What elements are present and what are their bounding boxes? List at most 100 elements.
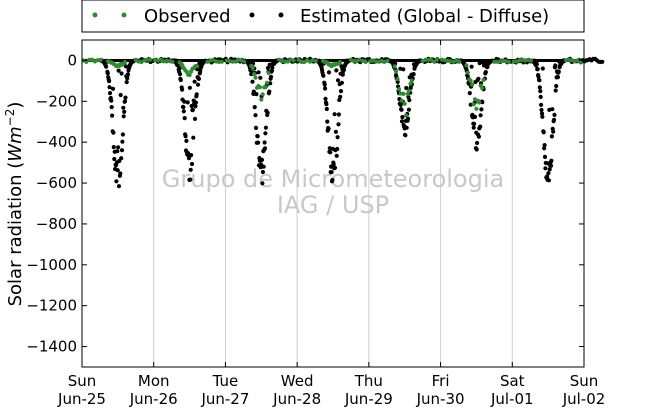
data-point-estimated (119, 148, 125, 153)
data-point-estimated (335, 135, 340, 140)
data-point-estimated (403, 133, 408, 138)
data-point-estimated (116, 145, 121, 150)
data-point-observed (313, 59, 318, 64)
data-point-estimated (256, 70, 261, 75)
data-point-estimated (467, 91, 472, 96)
data-point-estimated (550, 107, 555, 112)
data-point-estimated (192, 116, 198, 121)
data-point-estimated (193, 104, 198, 109)
data-point-observed (404, 113, 409, 118)
series-estimated (99, 56, 605, 189)
data-point-observed (253, 75, 258, 80)
data-point-estimated (540, 66, 545, 71)
x-tick-label-date: Jul-01 (490, 390, 534, 408)
legend-marker-estimated (249, 12, 255, 18)
data-point-estimated (189, 161, 195, 167)
data-point-estimated (406, 107, 411, 112)
data-point-estimated (110, 113, 115, 118)
data-point-estimated (600, 59, 605, 64)
data-point-estimated (469, 64, 474, 69)
x-tick-label-day: Tue (212, 372, 239, 390)
data-point-estimated (177, 66, 182, 71)
data-point-estimated (537, 78, 542, 83)
data-point-estimated (552, 112, 557, 117)
data-point-estimated (483, 70, 488, 75)
data-point-estimated (538, 94, 543, 99)
data-point-estimated (551, 129, 556, 134)
data-point-observed (480, 86, 485, 91)
data-point-observed (474, 106, 479, 111)
data-point-estimated (476, 76, 481, 81)
data-point-estimated (338, 94, 343, 99)
x-tick-label-day: Sun (570, 372, 599, 390)
x-tick-label-date: Jun-27 (200, 390, 249, 408)
data-point-estimated (192, 79, 197, 84)
data-point-estimated (262, 146, 268, 151)
data-point-estimated (253, 113, 258, 118)
data-point-observed (409, 78, 414, 83)
data-point-estimated (118, 92, 123, 98)
data-point-estimated (122, 99, 128, 104)
data-point-estimated (534, 62, 539, 67)
data-point-observed (266, 70, 271, 75)
data-point-estimated (553, 63, 558, 68)
data-point-estimated (547, 167, 552, 172)
data-point-estimated (185, 100, 190, 105)
data-point-observed (401, 91, 406, 96)
data-point-estimated (325, 119, 330, 124)
data-point-estimated (111, 145, 116, 150)
x-tick-label-day: Wed (281, 372, 314, 390)
data-point-observed (468, 78, 473, 83)
plot-frame (81, 39, 585, 368)
x-tick-label-date: Jul-02 (562, 390, 606, 408)
x-tick-label-day: Fri (432, 372, 450, 390)
y-axis-label-text: Solar radiation (5, 174, 26, 306)
data-point-estimated (268, 81, 273, 86)
data-point-estimated (478, 124, 483, 129)
x-tick-label-date: Jun-30 (416, 390, 465, 408)
y-tick-label: −1400 (26, 338, 77, 356)
data-point-estimated (115, 149, 120, 154)
data-point-observed (399, 98, 404, 103)
data-point-estimated (105, 71, 110, 76)
x-tick-label-date: Jun-29 (344, 390, 393, 408)
data-point-estimated (326, 126, 331, 131)
data-point-estimated (335, 146, 340, 152)
x-axis: SunJun-25MonJun-26TueJun-27WedJun-28ThuJ… (57, 40, 605, 408)
data-point-estimated (110, 86, 116, 91)
data-point-observed (385, 58, 390, 63)
data-point-estimated (407, 98, 412, 103)
data-point-estimated (398, 102, 403, 108)
y-tick-label: −800 (36, 215, 77, 233)
data-point-estimated (536, 74, 541, 79)
data-point-estimated (332, 165, 338, 170)
data-point-estimated (182, 116, 187, 121)
data-point-observed (148, 57, 153, 62)
data-point-estimated (177, 72, 183, 77)
data-point-estimated (549, 134, 555, 139)
data-point-observed (194, 64, 199, 69)
watermark-line-2: IAG / USP (277, 191, 389, 219)
data-point-estimated (258, 75, 263, 80)
legend: Observed Estimated (Global - Diffuse) (81, 0, 585, 33)
data-point-estimated (328, 150, 333, 155)
x-tick-label-date: Jun-28 (272, 390, 321, 408)
data-point-estimated (265, 110, 270, 115)
data-point-estimated (255, 134, 260, 139)
data-point-estimated (405, 116, 411, 121)
data-point-observed (396, 87, 402, 92)
data-point-observed (457, 59, 462, 64)
data-point-estimated (107, 79, 112, 84)
data-point-estimated (193, 100, 198, 105)
data-point-estimated (324, 106, 329, 112)
data-point-observed (434, 57, 440, 62)
data-point-estimated (263, 131, 268, 136)
data-point-estimated (260, 181, 265, 186)
data-point-estimated (190, 107, 195, 112)
data-point-estimated (340, 72, 345, 77)
data-point-estimated (539, 107, 544, 113)
data-point-observed (242, 59, 247, 64)
y-axis-label: Solar radiation (Wm−2) (3, 102, 26, 307)
data-point-estimated (118, 171, 123, 176)
y-axis-unit: Wm (5, 126, 26, 161)
